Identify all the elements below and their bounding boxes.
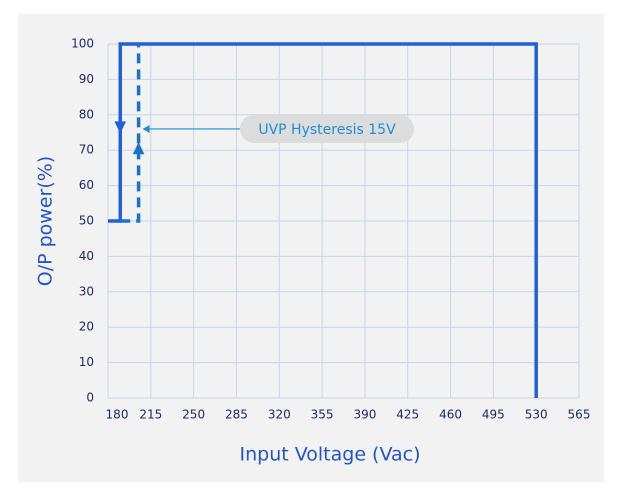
arrow-up (132, 141, 145, 155)
x-tick-label: 495 (482, 408, 505, 422)
x-tick-label: 460 (439, 408, 462, 422)
series-line (108, 42, 538, 398)
y-tick-label: 20 (79, 320, 94, 334)
x-tick-label: 250 (182, 408, 205, 422)
y-tick-label: 40 (79, 249, 94, 263)
annotation-box (240, 114, 414, 143)
x-tick-label: 285 (225, 408, 248, 422)
x-tick-label: 425 (396, 408, 419, 422)
series-line (120, 44, 141, 223)
x-tick-label: 355 (311, 408, 334, 422)
annotation-arrowhead (142, 124, 150, 133)
y-tick-label: 30 (79, 284, 94, 298)
y-tick-label: 80 (79, 107, 94, 121)
panel (18, 14, 604, 482)
arrow-down (114, 121, 127, 134)
x-tick-label: 390 (353, 408, 376, 422)
x-axis-title: Input Voltage (Vac) (240, 444, 421, 466)
y-tick-label: 50 (79, 214, 94, 228)
y-tick-label: 0 (86, 391, 94, 405)
x-tick-label: 320 (268, 408, 291, 422)
y-tick-label: 100 (71, 37, 94, 51)
x-tick-label: 565 (568, 408, 591, 422)
x-tick-label: 180 (106, 408, 129, 422)
y-tick-label: 60 (79, 178, 94, 192)
x-tick-label: 530 (525, 408, 548, 422)
y-axis-title: O/P power(%) (35, 156, 57, 286)
y-tick-label: 10 (79, 355, 94, 369)
x-tick-label: 215 (139, 408, 162, 422)
y-tick-label: 70 (79, 143, 94, 157)
annotation: UVP Hysteresis 15V (258, 122, 396, 138)
y-tick-label: 90 (79, 72, 94, 86)
